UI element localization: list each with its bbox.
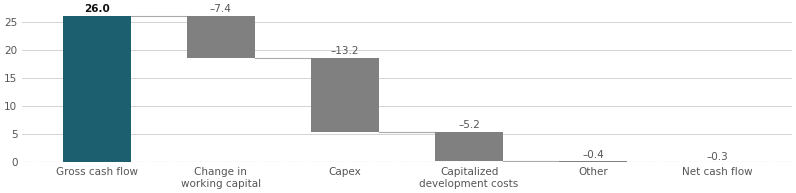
Text: –0.3: –0.3 — [707, 152, 728, 162]
Bar — [683, 163, 751, 165]
Text: –7.4: –7.4 — [210, 4, 232, 14]
Bar — [559, 161, 627, 163]
Bar — [187, 16, 255, 58]
Text: –13.2: –13.2 — [331, 46, 359, 56]
Text: –5.2: –5.2 — [458, 120, 480, 130]
Bar — [63, 16, 131, 162]
Bar — [435, 132, 503, 161]
Text: –0.4: –0.4 — [583, 150, 604, 160]
Text: 26.0: 26.0 — [84, 4, 110, 14]
Bar — [311, 58, 379, 132]
